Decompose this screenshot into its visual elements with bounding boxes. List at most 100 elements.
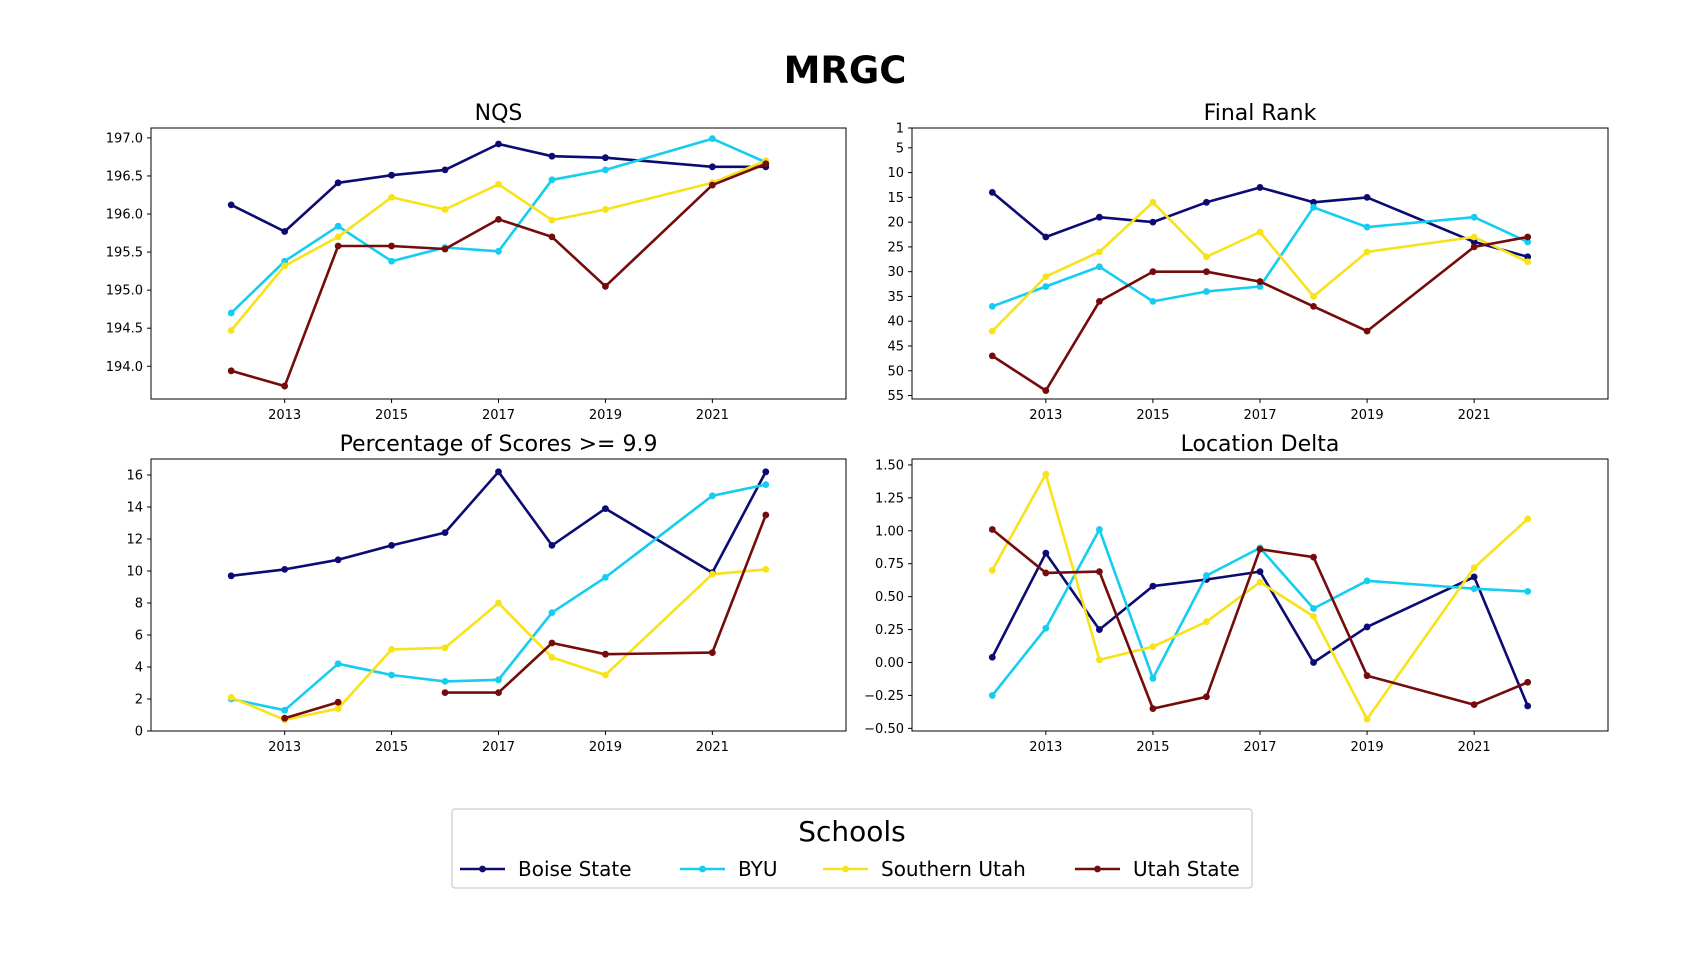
- data-point: [708, 135, 716, 143]
- data-point: [1095, 263, 1103, 271]
- data-point: [1042, 470, 1050, 478]
- data-point: [602, 206, 609, 213]
- subplot-title: Location Delta: [1181, 432, 1340, 457]
- series-line: [230, 137, 767, 314]
- data-point: [708, 492, 716, 500]
- data-point: [334, 222, 342, 230]
- data-point: [227, 201, 235, 209]
- x-tick-label: 2013: [1029, 740, 1062, 755]
- data-point: [1095, 213, 1103, 221]
- series-boise-state: [227, 468, 770, 580]
- series-boise-state: [988, 549, 1532, 710]
- data-point: [548, 639, 556, 647]
- x-tick-label: 2013: [268, 740, 301, 755]
- data-point: [1470, 585, 1478, 593]
- data-point: [1310, 659, 1317, 666]
- data-point: [441, 644, 449, 652]
- data-point: [548, 609, 556, 616]
- y-tick-label: 5: [896, 141, 904, 156]
- x-tick-label: 2015: [375, 408, 408, 423]
- data-point: [1149, 674, 1157, 682]
- data-point: [495, 140, 502, 148]
- data-point: [1042, 273, 1050, 281]
- data-point: [548, 216, 556, 224]
- y-tick-label: 1.25: [875, 491, 904, 506]
- subplot-nqs: NQS 2013 2015 2017 2019 2021 194.0 194.5 195.0 19…: [106, 101, 847, 423]
- series-byu: [988, 526, 1532, 699]
- data-point: [1095, 298, 1103, 305]
- y-tick-label: 194.5: [106, 322, 143, 337]
- data-point: [388, 646, 395, 653]
- data-point: [1256, 545, 1264, 553]
- data-point: [1310, 605, 1317, 612]
- data-point: [1203, 268, 1210, 276]
- data-point: [1363, 715, 1371, 723]
- data-point: [227, 572, 235, 580]
- data-point: [602, 505, 609, 512]
- data-point: [334, 660, 342, 668]
- y-tick-label: 30: [887, 265, 904, 280]
- y-tick-label: 0.75: [875, 557, 904, 572]
- data-point: [1363, 672, 1371, 680]
- data-point: [1256, 278, 1264, 285]
- data-point: [1363, 248, 1371, 256]
- y-tick-label: 45: [887, 339, 904, 354]
- data-point: [1310, 302, 1317, 310]
- data-point: [1095, 526, 1103, 533]
- series-boise-state: [227, 140, 770, 235]
- legend-frame: [451, 808, 1253, 889]
- data-point: [1042, 549, 1050, 557]
- data-point: [602, 166, 609, 174]
- y-tick-label: 196.5: [106, 169, 143, 184]
- subplot-percentage-of-scores-9-9: Percentage of Scores >= 9.9 2013 2015 2017 2…: [126, 432, 847, 755]
- data-point: [548, 233, 556, 241]
- data-point: [762, 468, 770, 476]
- data-point: [988, 352, 996, 360]
- y-tick-label: 0: [135, 725, 143, 740]
- y-tick-label: 1.50: [875, 458, 904, 473]
- y-tick-label: 35: [887, 290, 904, 305]
- data-point: [1310, 198, 1317, 206]
- data-point: [988, 566, 996, 574]
- x-tick-label: 2017: [482, 740, 515, 755]
- data-point: [227, 694, 235, 701]
- subplot-location-delta: Location Delta 2013 2015 2017 2019 2021 −0.50 −…: [864, 432, 1609, 755]
- data-point: [988, 302, 996, 310]
- data-point: [762, 566, 770, 573]
- data-point: [281, 566, 289, 573]
- data-point: [1095, 656, 1103, 664]
- x-tick-label: 2017: [1243, 408, 1276, 423]
- data-point: [1256, 568, 1264, 576]
- y-tick-label: 195.0: [106, 284, 143, 299]
- data-point: [334, 556, 342, 564]
- data-point: [281, 262, 289, 270]
- data-point: [548, 176, 556, 184]
- legend: Schools Boise State BYU Southern Utah Utah …: [451, 808, 1253, 889]
- series-line: [284, 514, 768, 720]
- series-line: [230, 159, 767, 332]
- series-line: [991, 201, 1529, 333]
- data-point: [281, 382, 289, 390]
- y-tick-label: 194.0: [106, 360, 143, 375]
- data-point: [281, 228, 289, 235]
- x-tick-label: 2019: [589, 740, 622, 755]
- y-tick-label: 10: [126, 565, 143, 580]
- data-point: [1524, 702, 1532, 710]
- data-point: [1524, 515, 1532, 523]
- data-point: [1524, 258, 1532, 266]
- data-point: [1203, 253, 1210, 261]
- data-point: [227, 367, 235, 375]
- y-tick-label: 20: [887, 216, 904, 231]
- data-point: [1149, 582, 1157, 590]
- legend-label: Boise State: [518, 857, 632, 881]
- data-point: [281, 706, 289, 714]
- data-point: [1524, 678, 1532, 686]
- data-point: [548, 542, 556, 549]
- data-point: [708, 181, 716, 189]
- data-point: [334, 179, 342, 187]
- data-point: [1363, 577, 1371, 585]
- y-tick-label: 55: [887, 389, 904, 404]
- series-utah-state: [988, 233, 1532, 394]
- data-point: [227, 309, 235, 317]
